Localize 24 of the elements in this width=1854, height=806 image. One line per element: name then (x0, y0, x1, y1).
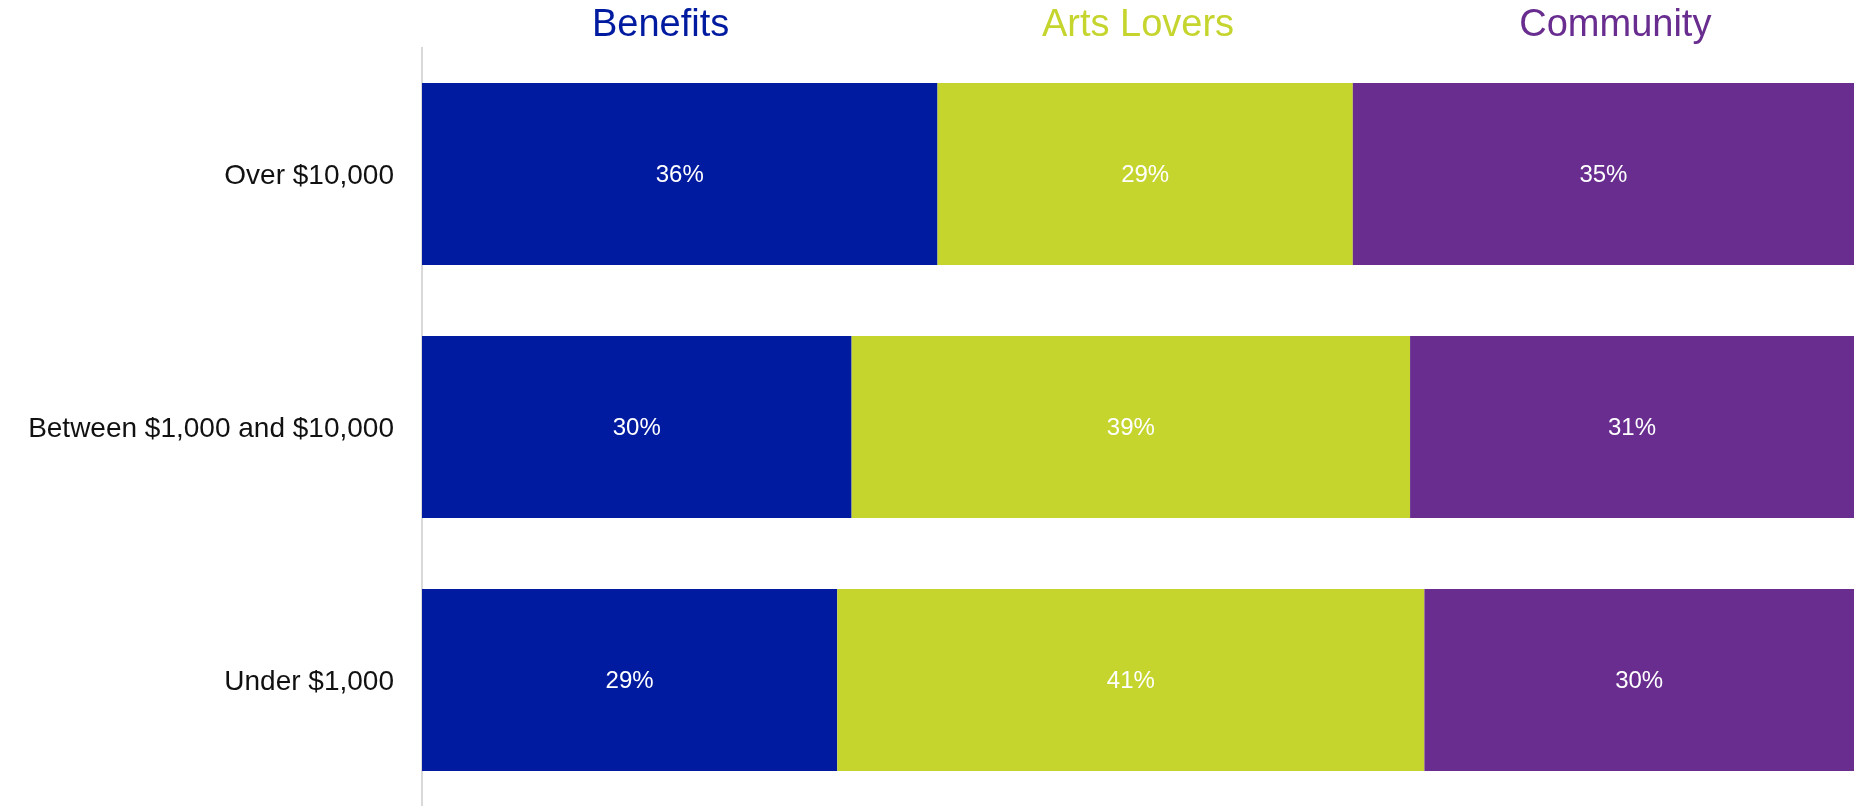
y-tick-label: Between $1,000 and $10,000 (28, 411, 394, 443)
y-tick-label: Under $1,000 (224, 664, 394, 696)
bar (422, 589, 838, 771)
bar (851, 336, 1411, 518)
data-label: 35% (1579, 160, 1628, 188)
bar (1352, 83, 1854, 265)
y-tick-label: Over $10,000 (224, 158, 394, 190)
bar (422, 83, 938, 265)
bar (1424, 589, 1854, 771)
data-label: 29% (1121, 160, 1170, 188)
bar (1410, 336, 1854, 518)
data-label: 29% (605, 666, 654, 694)
data-label: 30% (612, 413, 661, 441)
series-label: Arts Lovers (1041, 2, 1235, 44)
data-label: 41% (1106, 666, 1155, 694)
series-label: Benefits (592, 2, 730, 44)
bar (937, 83, 1353, 265)
data-label: 31% (1608, 413, 1657, 441)
data-label: 36% (655, 160, 704, 188)
series-label: Community (1519, 2, 1712, 44)
bar (422, 336, 852, 518)
data-label: 30% (1615, 666, 1664, 694)
data-label: 39% (1106, 413, 1155, 441)
bar (837, 589, 1425, 771)
